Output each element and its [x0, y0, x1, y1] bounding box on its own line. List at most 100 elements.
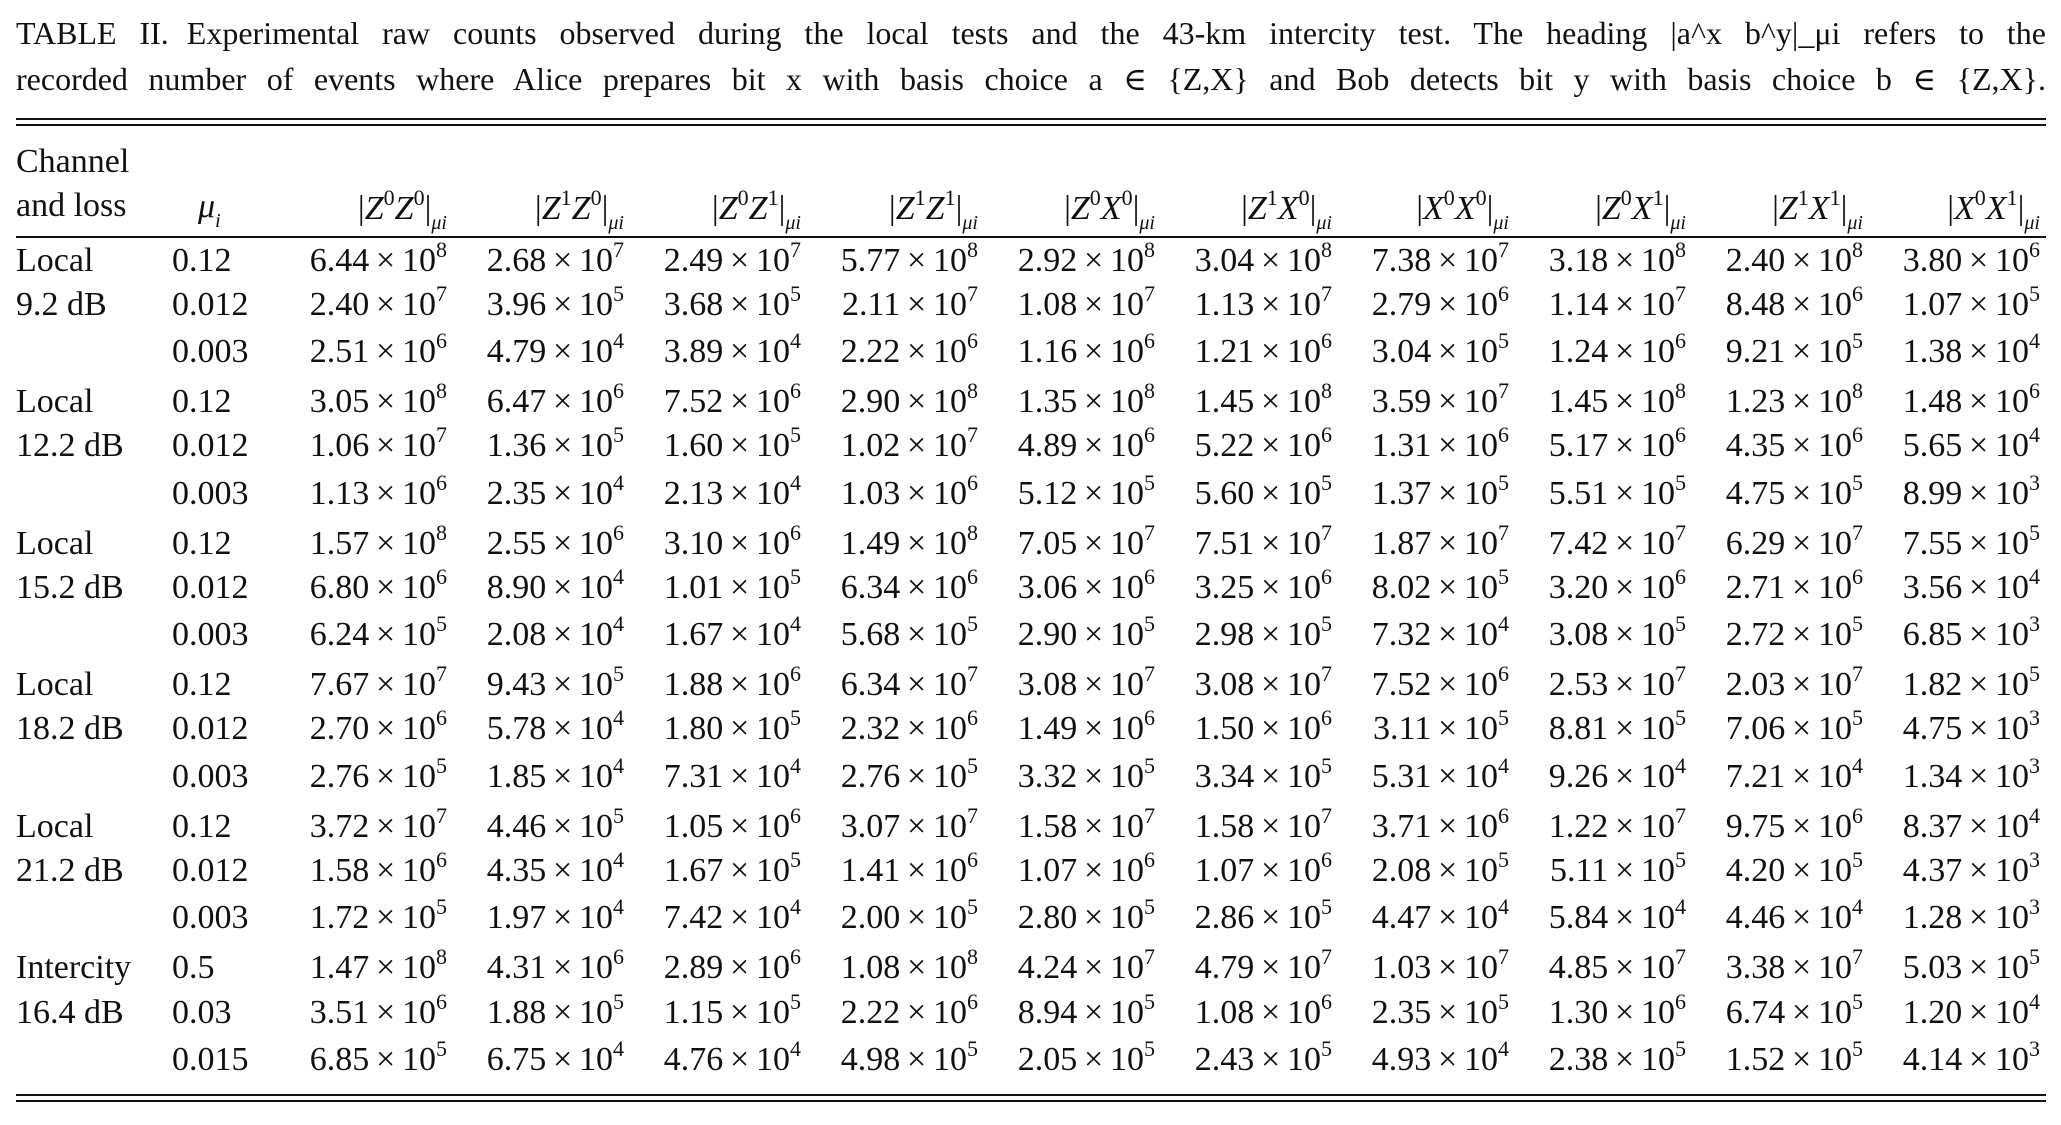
count-cell: 4.79 × 107: [1194, 944, 1332, 987]
count-cell: 5.11 × 105: [1549, 847, 1686, 890]
count-cell: 1.37 × 105: [1371, 469, 1509, 512]
table-row: 12.2 dB 0.012 1.06 × 107 1.36 × 105 1.60 × 1…: [16, 423, 2046, 470]
count-cell: 1.13 × 107: [1194, 280, 1332, 323]
count-cell: 1.41 × 106: [840, 847, 978, 890]
count-cell: 1.21 × 106: [1194, 327, 1332, 370]
count-cell: 1.14 × 107: [1548, 280, 1686, 323]
count-cell: 7.32 × 104: [1371, 611, 1509, 654]
header-row: Channel and loss μi |Z0Z0|μi |Z1Z0|μi |Z0Z1…: [16, 140, 2046, 234]
table-row: Local 0.12 6.44 × 108 2.68 × 107 2.49 × 107 5…: [16, 234, 2046, 281]
count-cell: 1.58 × 107: [1194, 802, 1332, 845]
count-cell: 2.08 × 104: [486, 611, 624, 654]
count-cell: 2.55 × 106: [486, 519, 624, 562]
column-header-8: |Z0X1|μi: [1595, 185, 1686, 234]
count-cell: 1.67 × 105: [663, 847, 801, 890]
count-cell: 5.17 × 106: [1548, 422, 1686, 465]
count-cell: 8.48 × 106: [1725, 280, 1863, 323]
table-row: 15.2 dB 0.012 6.80 × 106 8.90 × 104 1.01 × 1…: [16, 564, 2046, 611]
channel-loss-cell: Local: [16, 241, 94, 279]
channel-loss-cell: [16, 470, 166, 517]
count-cell: 7.38 × 107: [1371, 236, 1509, 279]
count-cell: 8.99 × 103: [1902, 469, 2040, 512]
count-cell: 1.97 × 104: [486, 894, 624, 937]
table-row: Local 0.12 3.72 × 107 4.46 × 105 1.05 × 106 3…: [16, 800, 2046, 847]
count-cell: 1.88 × 106: [663, 661, 801, 704]
channel-loss-cell: [16, 1036, 166, 1083]
count-cell: 1.16 × 106: [1017, 327, 1155, 370]
count-cell: 1.03 × 107: [1371, 944, 1509, 987]
count-cell: 1.45 × 108: [1548, 378, 1686, 421]
count-cell: 1.24 × 106: [1548, 327, 1686, 370]
header-rule: [16, 236, 2046, 238]
mu-cell: 0.12: [172, 807, 232, 845]
count-cell: 2.22 × 106: [840, 988, 978, 1031]
count-cell: 4.85 × 107: [1548, 944, 1686, 987]
table-row: 9.2 dB 0.012 2.40 × 107 3.96 × 105 3.68 × 10…: [16, 281, 2046, 328]
count-cell: 4.24 × 107: [1017, 944, 1155, 987]
count-cell: 6.80 × 106: [309, 563, 447, 606]
mu-cell: 0.003: [172, 899, 249, 937]
count-cell: 6.74 × 105: [1725, 988, 1863, 1031]
mu-cell: 0.012: [172, 285, 249, 323]
count-cell: 1.07 × 105: [1902, 280, 2040, 323]
count-cell: 2.72 × 105: [1725, 611, 1863, 654]
count-cell: 6.34 × 107: [840, 661, 978, 704]
mu-cell: 0.03: [172, 993, 232, 1031]
count-cell: 2.79 × 106: [1371, 280, 1509, 323]
table-label: TABLE II.: [16, 15, 169, 51]
count-cell: 3.59 × 107: [1371, 378, 1509, 421]
count-cell: 2.90 × 108: [840, 378, 978, 421]
table-row: 16.4 dB 0.03 3.51 × 106 1.88 × 105 1.15 × 10…: [16, 989, 2046, 1036]
count-cell: 2.89 × 106: [663, 944, 801, 987]
count-cell: 1.72 × 105: [309, 894, 447, 937]
count-cell: 1.28 × 103: [1902, 894, 2040, 937]
channel-loss-cell: 15.2 dB: [16, 568, 124, 606]
count-cell: 4.75 × 105: [1725, 469, 1863, 512]
count-cell: 7.55 × 105: [1902, 519, 2040, 562]
count-cell: 7.52 × 106: [663, 378, 801, 421]
count-cell: 5.12 × 105: [1017, 469, 1155, 512]
count-cell: 3.51 × 106: [309, 988, 447, 1031]
channel-loss-cell: [16, 753, 166, 800]
count-cell: 2.03 × 107: [1725, 661, 1863, 704]
channel-loss-cell: [16, 328, 166, 375]
count-cell: 6.75 × 104: [486, 1035, 624, 1078]
channel-loss-cell: Local: [16, 807, 94, 845]
count-cell: 5.03 × 105: [1902, 944, 2040, 987]
count-cell: 2.40 × 108: [1725, 236, 1863, 279]
count-cell: 2.11 × 107: [841, 280, 978, 323]
count-cell: 4.31 × 106: [486, 944, 624, 987]
count-cell: 5.78 × 104: [486, 705, 624, 748]
count-cell: 3.72 × 107: [309, 802, 447, 845]
count-cell: 3.08 × 107: [1194, 661, 1332, 704]
mu-cell: 0.12: [172, 524, 232, 562]
count-cell: 5.65 × 104: [1902, 422, 2040, 465]
count-cell: 9.43 × 105: [486, 661, 624, 704]
count-cell: 3.07 × 107: [840, 802, 978, 845]
count-cell: 1.38 × 104: [1902, 327, 2040, 370]
count-cell: 2.86 × 105: [1194, 894, 1332, 937]
count-cell: 1.88 × 105: [486, 988, 624, 1031]
count-cell: 3.25 × 106: [1194, 563, 1332, 606]
column-header-5: |Z0X0|μi: [1064, 185, 1155, 234]
table-row: 0.003 1.13 × 106 2.35 × 104 2.13 × 104 1.03 …: [16, 470, 2046, 517]
count-cell: 7.42 × 107: [1548, 519, 1686, 562]
count-cell: 2.32 × 106: [840, 705, 978, 748]
channel-loss-cell: Local: [16, 383, 94, 421]
count-cell: 7.67 × 107: [309, 661, 447, 704]
mu-cell: 0.012: [172, 710, 249, 748]
table-row: Local 0.12 7.67 × 107 9.43 × 105 1.88 × 106 6…: [16, 659, 2046, 706]
count-cell: 4.75 × 103: [1902, 705, 2040, 748]
count-cell: 3.68 × 105: [663, 280, 801, 323]
count-cell: 1.85 × 104: [486, 752, 624, 795]
count-cell: 2.43 × 105: [1194, 1035, 1332, 1078]
count-cell: 2.53 × 107: [1548, 661, 1686, 704]
count-cell: 1.08 × 106: [1194, 988, 1332, 1031]
count-cell: 3.80 × 106: [1902, 236, 2040, 279]
count-cell: 1.49 × 106: [1017, 705, 1155, 748]
count-cell: 4.79 × 104: [486, 327, 624, 370]
count-cell: 6.44 × 108: [309, 236, 447, 279]
count-cell: 1.07 × 106: [1194, 847, 1332, 890]
count-cell: 2.76 × 105: [309, 752, 447, 795]
